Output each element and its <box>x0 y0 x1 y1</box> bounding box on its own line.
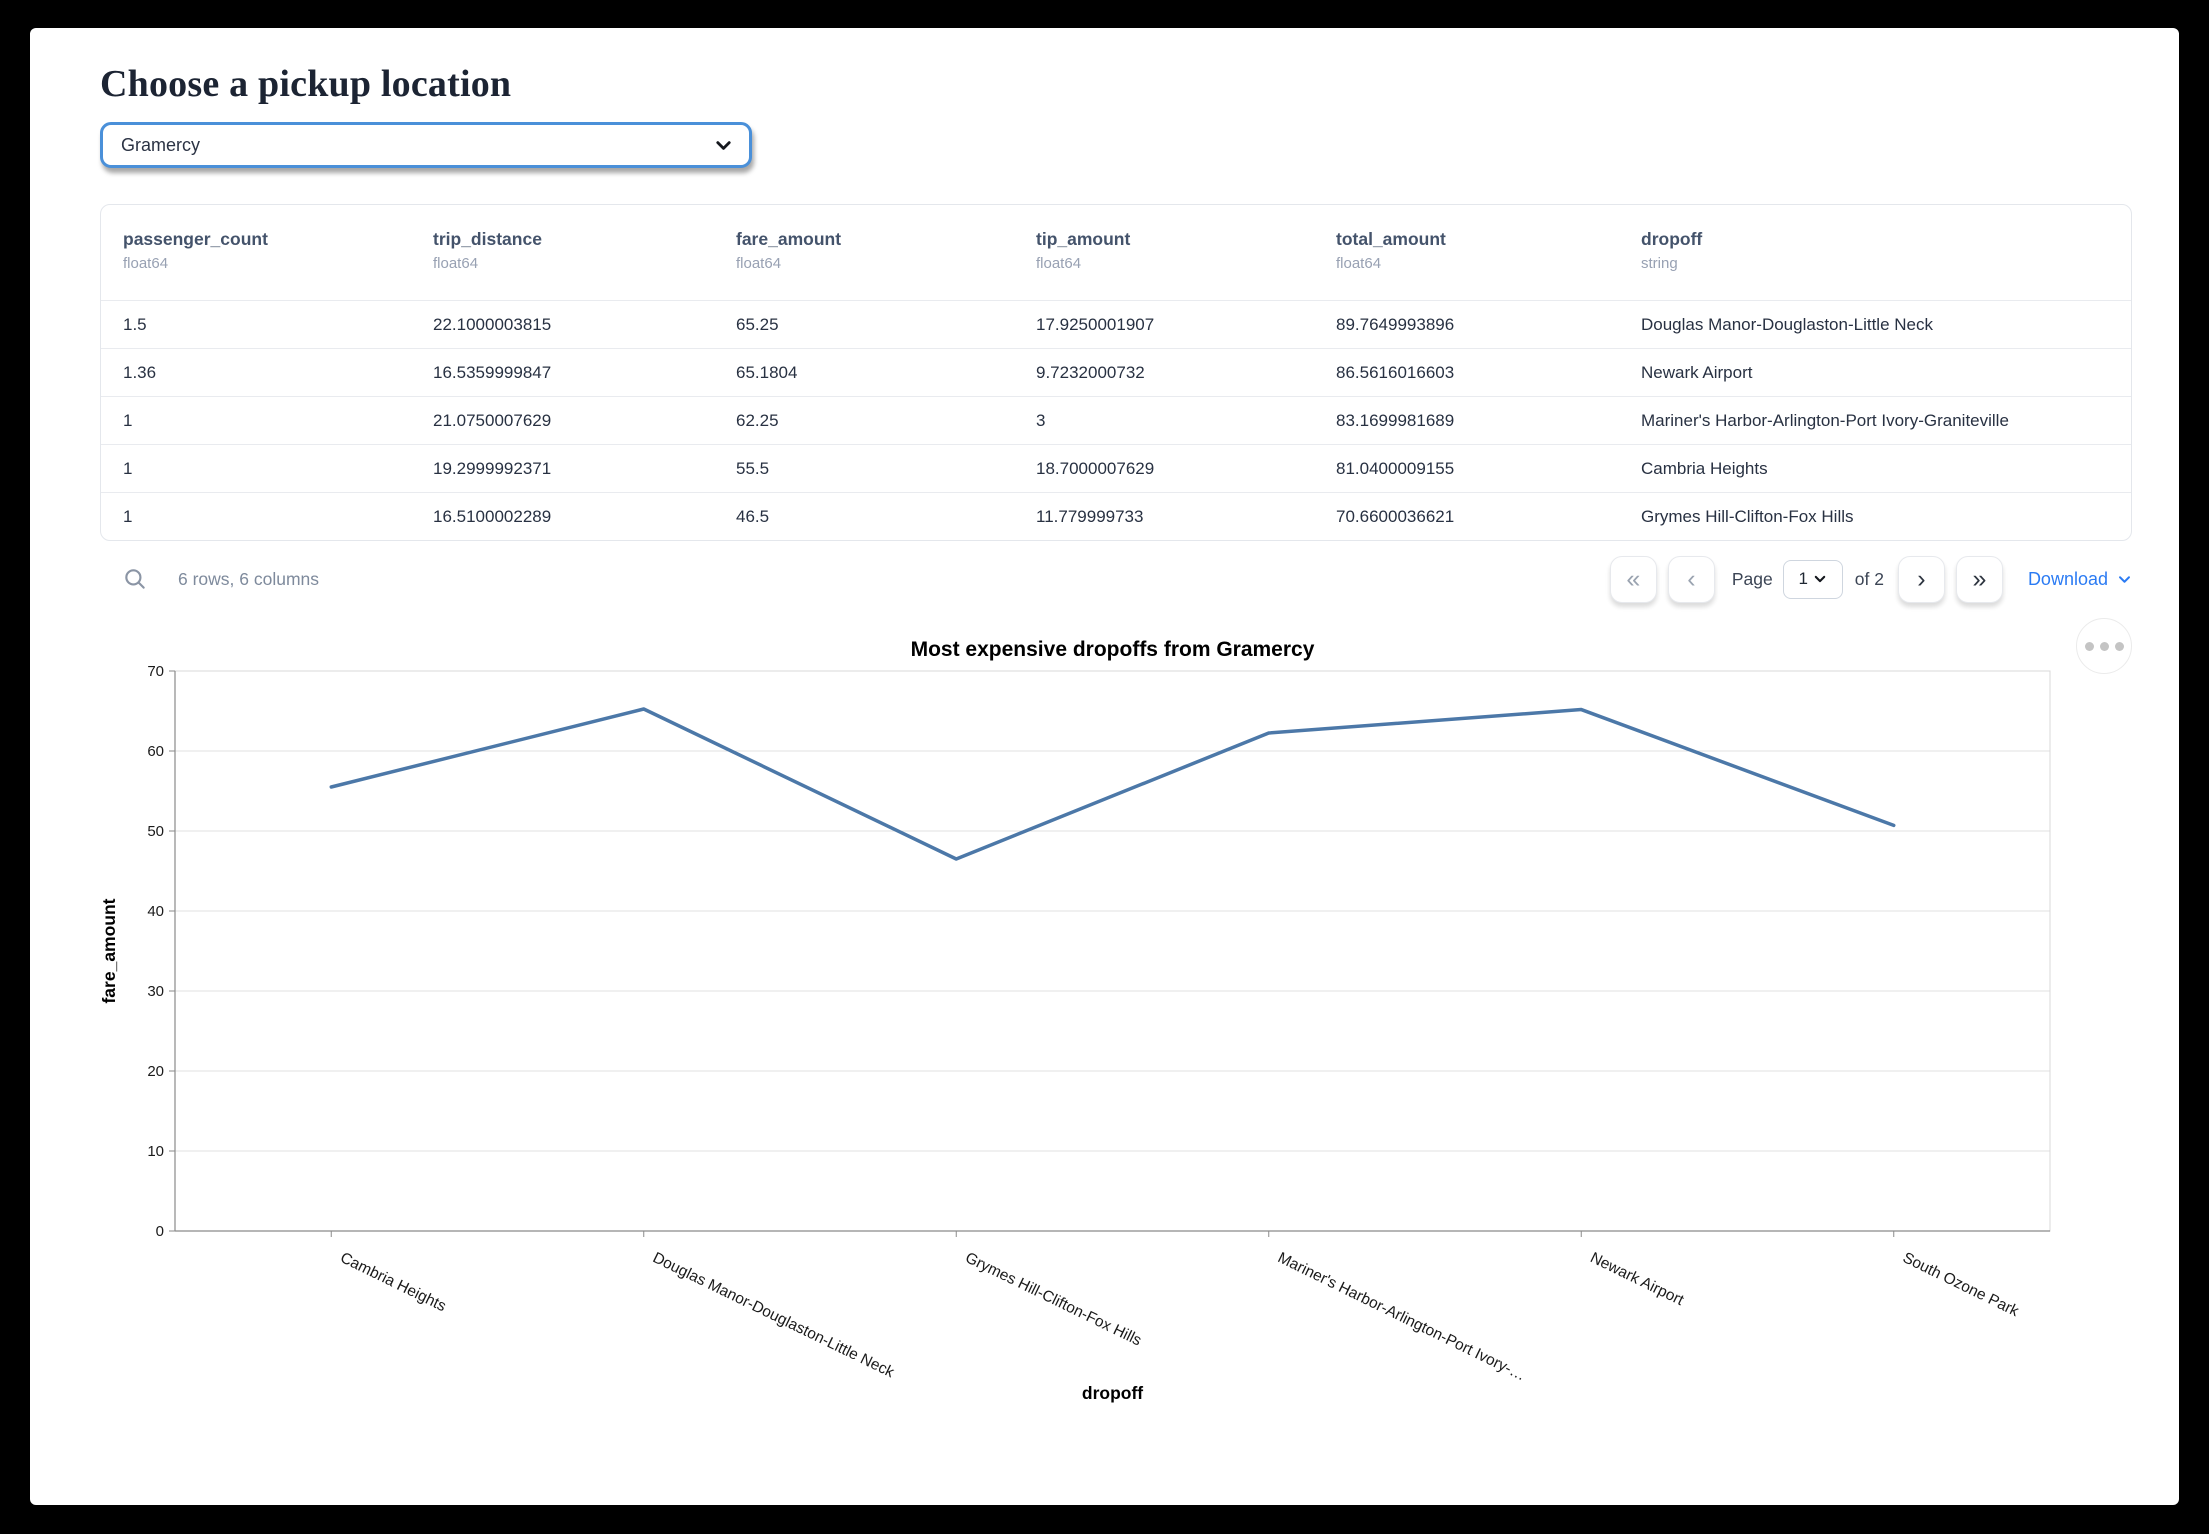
pickup-select-value: Gramercy <box>121 134 201 155</box>
y-axis-title: fare_amount <box>99 898 119 1003</box>
download-button[interactable]: Download <box>2028 569 2132 590</box>
y-tick-label: 0 <box>156 1223 164 1240</box>
y-tick-label: 40 <box>147 903 164 920</box>
column-header-total-amount[interactable]: total_amount float64 <box>1336 229 1446 272</box>
dataframe-table: passenger_count float64 trip_distance fl… <box>100 204 2132 541</box>
x-tick-label: Newark Airport <box>1587 1249 1686 1309</box>
chevron-right-icon: › <box>1917 564 1926 593</box>
table-cell: 11.779999733 <box>1036 506 1144 526</box>
app-sheet: Choose a pickup location Gramercy passen… <box>30 28 2179 1505</box>
x-tick-label: South Ozone Park <box>1900 1249 2022 1320</box>
table-row: 1.5 22.1000003815 65.25 17.9250001907 89.764… <box>101 301 2131 349</box>
double-chevron-left-icon: « <box>1626 564 1641 593</box>
table-cell: 3 <box>1036 410 1046 430</box>
table-cell: Cambria Heights <box>1641 458 1768 478</box>
table-cell: Newark Airport <box>1641 362 1753 382</box>
y-tick-label: 10 <box>147 1143 164 1160</box>
x-tick-label: Douglas Manor-Douglaston-Little Neck <box>650 1249 897 1381</box>
y-tick-label: 60 <box>147 743 164 760</box>
next-page-button[interactable]: › <box>1897 555 1945 603</box>
y-tick-label: 70 <box>147 663 164 680</box>
page-count-label: of 2 <box>1854 568 1884 589</box>
line-chart: 0 10 20 30 40 50 60 70 Cambria Heights Douglas Ma… <box>99 663 2051 1403</box>
table-body: 1.5 22.1000003815 65.25 17.9250001907 89.764… <box>101 301 2131 540</box>
x-tick-label: Grymes Hill-Clifton-Fox Hills <box>962 1249 1144 1349</box>
table-row: 1 16.5100002289 46.5 11.779999733 70.6600036… <box>101 493 2131 540</box>
download-label: Download <box>2027 568 2108 589</box>
chart-actions-menu-button[interactable] <box>2076 618 2132 674</box>
rows-columns-count: 6 rows, 6 columns <box>178 568 320 589</box>
search-icon[interactable] <box>122 566 148 592</box>
table-cell: 81.0400009155 <box>1336 458 1455 478</box>
column-header-passenger-count[interactable]: passenger_count float64 <box>123 229 268 272</box>
table-cell: Grymes Hill-Clifton-Fox Hills <box>1641 506 1854 526</box>
chevron-left-icon: ‹ <box>1687 564 1696 593</box>
table-cell: 65.1804 <box>736 362 798 382</box>
y-tick-label: 20 <box>147 1063 164 1080</box>
column-header-trip-distance[interactable]: trip_distance float64 <box>433 229 542 272</box>
table-cell: 86.5616016603 <box>1336 362 1455 382</box>
table-cell: 18.7000007629 <box>1036 458 1155 478</box>
x-tick-label: Cambria Heights <box>337 1249 448 1315</box>
table-cell: 70.6600036621 <box>1336 506 1455 526</box>
page-number-value: 1 <box>1798 569 1808 588</box>
page-title: Choose a pickup location <box>100 63 512 105</box>
table-cell: 55.5 <box>736 458 770 478</box>
table-cell: Mariner's Harbor-Arlington-Port Ivory-Gr… <box>1641 410 2009 430</box>
table-cell: 1 <box>123 410 133 430</box>
last-page-button[interactable]: » <box>1955 555 2003 603</box>
table-summary: 6 rows, 6 columns <box>100 566 319 592</box>
table-cell: Douglas Manor-Douglaston-Little Neck <box>1641 314 1933 334</box>
chart-title: Most expensive dropoffs from Gramercy <box>910 638 1315 661</box>
table-cell: 46.5 <box>736 506 770 526</box>
table-row: 1 19.2999992371 55.5 18.7000007629 81.040000… <box>101 445 2131 493</box>
page-number-select[interactable]: 1 <box>1782 559 1843 599</box>
x-axis-title: dropoff <box>1082 1383 1143 1403</box>
table-cell: 19.2999992371 <box>433 458 552 478</box>
table-header-row: passenger_count float64 trip_distance fl… <box>101 205 2131 301</box>
table-cell: 65.25 <box>736 314 779 334</box>
table-cell: 16.5359999847 <box>433 362 552 382</box>
page-label: Page <box>1731 568 1773 589</box>
table-cell: 1 <box>123 458 133 478</box>
y-tick-label: 50 <box>147 823 164 840</box>
pagination-controls: « ‹ Page 1 of 2 › » Download <box>1609 555 2132 603</box>
table-row: 1 21.0750007629 62.25 3 83.1699981689 Mariner… <box>101 397 2131 445</box>
column-header-tip-amount[interactable]: tip_amount float64 <box>1036 229 1131 272</box>
table-cell: 9.7232000732 <box>1036 362 1145 382</box>
table-cell: 17.9250001907 <box>1036 314 1155 334</box>
chevron-down-icon <box>714 136 733 155</box>
table-cell: 1.36 <box>123 362 157 382</box>
table-cell: 22.1000003815 <box>433 314 552 334</box>
table-cell: 89.7649993896 <box>1336 314 1455 334</box>
column-header-fare-amount[interactable]: fare_amount float64 <box>736 229 842 272</box>
table-footer: 6 rows, 6 columns « ‹ Page 1 of 2 › » <box>100 552 2132 606</box>
column-header-dropoff[interactable]: dropoff string <box>1641 229 1703 272</box>
table-cell: 21.0750007629 <box>433 410 552 430</box>
chart-line <box>329 707 1896 861</box>
y-tick-label: 30 <box>147 983 164 1000</box>
ellipsis-icon <box>2084 641 2094 651</box>
table-cell: 62.25 <box>736 410 779 430</box>
table-cell: 1.5 <box>123 314 147 334</box>
table-cell: 16.5100002289 <box>433 506 552 526</box>
x-tick-label: Mariner's Harbor-Arlington-Port Ivory-… <box>1275 1249 1528 1384</box>
first-page-button[interactable]: « <box>1609 555 1657 603</box>
previous-page-button[interactable]: ‹ <box>1667 555 1715 603</box>
table-cell: 1 <box>123 506 133 526</box>
chevron-down-icon <box>1813 572 1827 586</box>
double-chevron-right-icon: » <box>1972 564 1987 593</box>
table-cell: 83.1699981689 <box>1336 410 1455 430</box>
table-row: 1.36 16.5359999847 65.1804 9.7232000732 86.5… <box>101 349 2131 397</box>
chevron-down-icon <box>2117 572 2132 587</box>
pickup-location-select[interactable]: Gramercy <box>100 122 752 168</box>
